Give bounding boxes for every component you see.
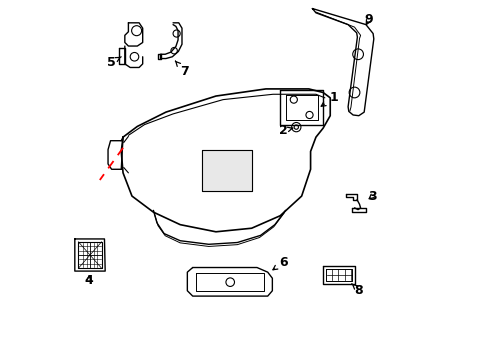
Text: 7: 7: [175, 61, 188, 77]
Text: 8: 8: [351, 284, 363, 297]
Text: 9: 9: [364, 13, 372, 27]
Polygon shape: [201, 150, 251, 191]
Text: 2: 2: [278, 124, 292, 137]
Text: 1: 1: [321, 91, 338, 106]
Text: 6: 6: [272, 256, 287, 270]
Text: 4: 4: [84, 274, 93, 287]
Text: 3: 3: [367, 190, 376, 203]
Text: 5: 5: [107, 55, 121, 69]
